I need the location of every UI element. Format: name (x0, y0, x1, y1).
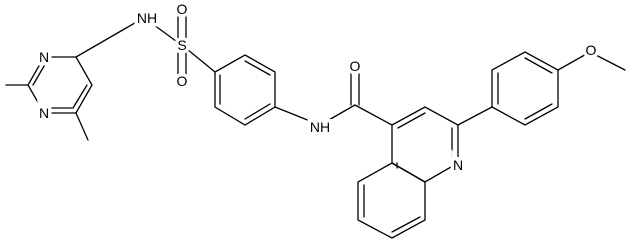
bond (457, 106, 493, 126)
methyl (589, 51, 626, 71)
atom-label: N (39, 105, 49, 121)
atom-label: S (177, 37, 186, 53)
bond (319, 104, 356, 126)
atom-label: NH (137, 10, 157, 26)
pyridine-ring (391, 106, 459, 183)
atom-label: O (177, 1, 188, 17)
benzene-ring (214, 54, 276, 126)
double-bond (244, 103, 271, 120)
double-bond (524, 57, 553, 74)
atom-label: N (39, 49, 49, 65)
atom-label: O (177, 73, 188, 89)
double-bond (524, 103, 553, 120)
double-bond (32, 60, 48, 86)
benzo-ring (357, 162, 426, 239)
bond (149, 21, 181, 45)
double-bond (397, 112, 426, 129)
bond (274, 106, 321, 126)
atom-label: O (586, 42, 597, 58)
pyrimidine-ring (27, 56, 93, 114)
atom-label: O (350, 58, 361, 74)
bond (557, 51, 591, 71)
double-bond (244, 60, 271, 76)
phenyl-ring (491, 51, 559, 126)
atom-label: N (453, 157, 463, 173)
double-bond (72, 84, 88, 109)
atom-labels: NH S O O N N NH O N O (35, 0, 600, 177)
double-bond (391, 216, 421, 233)
bonds (5, 9, 626, 239)
atom-label: NH (310, 119, 330, 135)
bond (354, 104, 393, 126)
bond (75, 19, 141, 58)
bond (181, 44, 216, 73)
methyl (75, 112, 89, 141)
